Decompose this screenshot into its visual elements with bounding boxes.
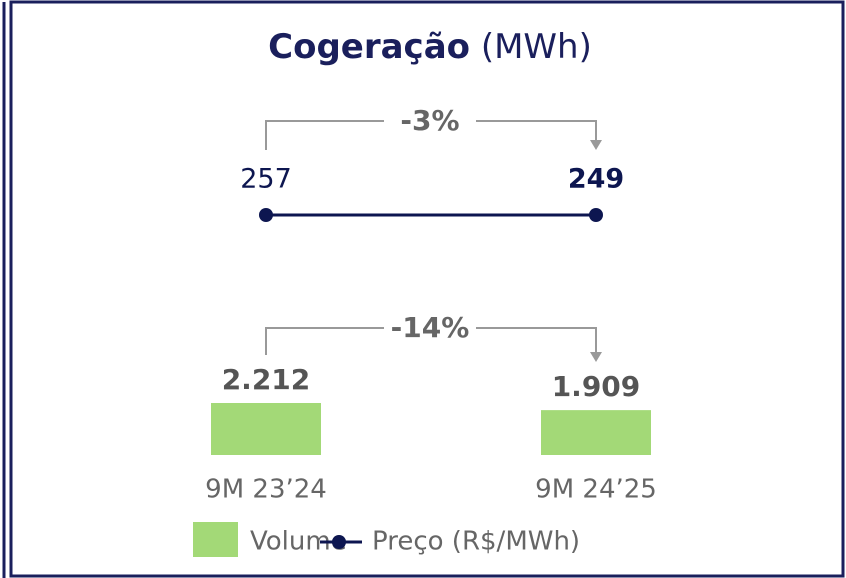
change-label: -14% xyxy=(391,311,470,344)
chart-title: Cogeração (MWh) xyxy=(268,27,592,67)
legend-swatch xyxy=(193,522,238,557)
change-arrow xyxy=(590,140,602,150)
price-label: 249 xyxy=(568,164,624,195)
frame xyxy=(9,0,845,578)
change-label: -3% xyxy=(400,104,459,137)
volume-bar xyxy=(211,403,321,455)
label-gap xyxy=(384,105,476,137)
title-main: Cogeração xyxy=(268,27,470,67)
volume-label: 2.212 xyxy=(222,363,311,396)
change-arrow xyxy=(590,352,602,362)
volume-label: 1.909 xyxy=(552,370,641,403)
label-gap xyxy=(384,312,476,344)
title-unit: (MWh) xyxy=(481,27,592,67)
x-tick-label: 9M 24’25 xyxy=(535,475,657,505)
volume-bar xyxy=(541,410,651,455)
legend-label: Preço (R$/MWh) xyxy=(372,527,580,557)
legend-dot xyxy=(332,535,346,549)
x-tick-label: 9M 23’24 xyxy=(205,475,327,505)
price-point xyxy=(589,208,603,222)
price-label: 257 xyxy=(240,164,292,195)
price-point xyxy=(259,208,273,222)
